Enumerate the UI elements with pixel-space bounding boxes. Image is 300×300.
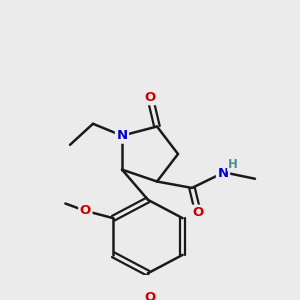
Text: O: O [144,290,156,300]
Text: O: O [192,206,204,219]
Text: O: O [80,204,91,217]
Text: N: N [116,129,128,142]
Text: O: O [144,91,156,104]
Text: H: H [228,158,238,171]
Text: N: N [218,167,229,180]
